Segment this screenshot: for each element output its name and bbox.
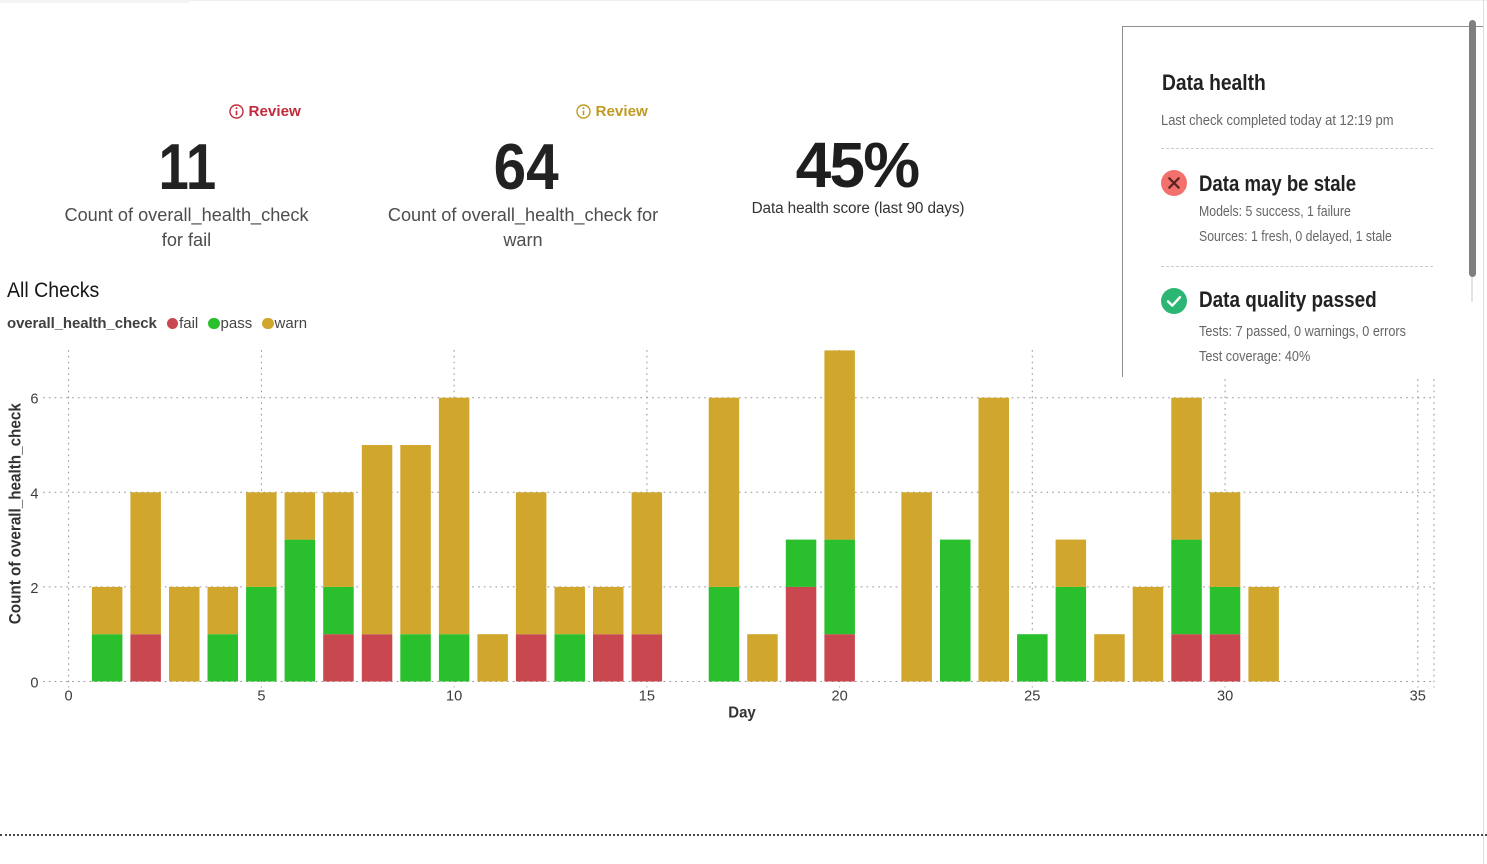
svg-text:0: 0 [30,676,38,692]
svg-text:35: 35 [1410,689,1426,705]
svg-text:0: 0 [65,689,73,705]
svg-text:2: 2 [30,581,38,597]
svg-text:30: 30 [1217,689,1233,705]
svg-text:15: 15 [639,689,655,705]
svg-text:10: 10 [446,689,462,705]
svg-text:20: 20 [831,689,847,705]
svg-text:5: 5 [257,689,265,705]
svg-text:Day: Day [728,705,756,722]
svg-text:4: 4 [30,486,38,502]
svg-text:6: 6 [30,392,38,408]
svg-text:25: 25 [1024,689,1040,705]
svg-text:Count of overall_health_check: Count of overall_health_check [6,403,25,624]
